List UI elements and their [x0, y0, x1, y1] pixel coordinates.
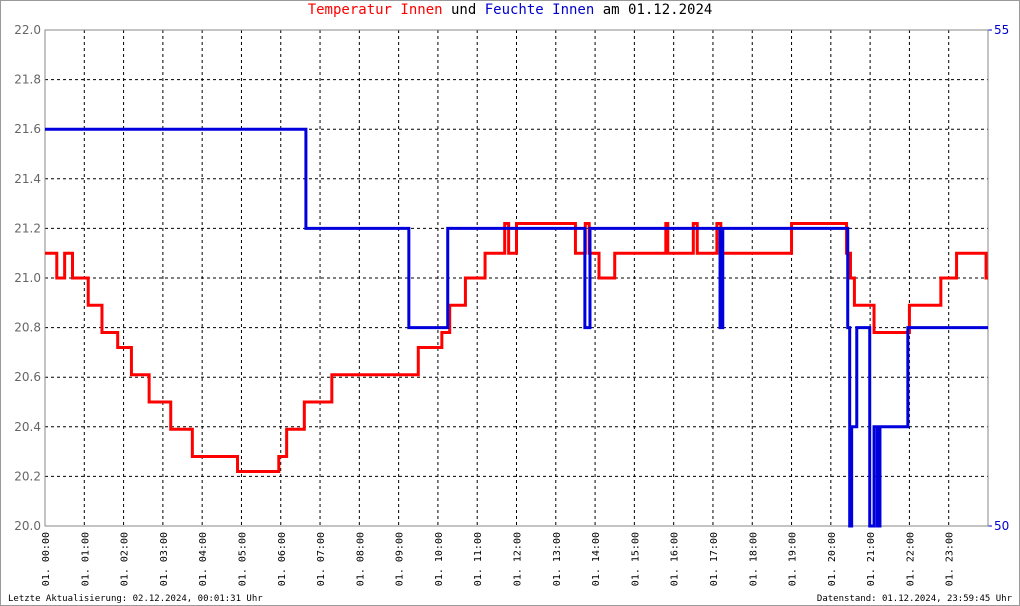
- x-tick-label: 01. 23:00: [945, 532, 956, 586]
- x-tick-label: 01. 21:00: [866, 532, 877, 586]
- y-tick-label: 20.4: [14, 420, 41, 434]
- x-tick-label: 01. 00:00: [41, 532, 52, 586]
- x-tick-label: 01. 10:00: [434, 532, 445, 586]
- y-tick-label: 20.2: [14, 469, 41, 483]
- y2-tick-label: 55: [994, 23, 1009, 37]
- y-tick-label: 21.8: [14, 73, 41, 87]
- x-tick-label: 01. 20:00: [827, 532, 838, 586]
- y2-tick-label: 50: [994, 519, 1009, 533]
- x-tick-label: 01. 03:00: [159, 532, 170, 586]
- y-tick-label: 22.0: [14, 23, 41, 37]
- y-tick-label: 20.6: [14, 370, 41, 384]
- x-tick-label: 01. 17:00: [709, 532, 720, 586]
- x-tick-label: 01. 15:00: [630, 532, 641, 586]
- x-tick-label: 01. 05:00: [237, 532, 248, 586]
- x-tick-label: 01. 13:00: [552, 532, 563, 586]
- x-tick-label: 01. 07:00: [316, 532, 327, 586]
- series-line: [45, 127, 988, 528]
- title-part: Temperatur Innen: [308, 2, 443, 18]
- x-tick-label: 01. 19:00: [788, 532, 799, 586]
- y-tick-label: 20.0: [14, 519, 41, 533]
- y-tick-label: 20.8: [14, 321, 41, 335]
- x-tick-label: 01. 12:00: [513, 532, 524, 586]
- x-tick-label: 01. 01:00: [80, 532, 91, 586]
- title-part: am 01.12.2024: [603, 2, 713, 18]
- y-tick-label: 21.4: [14, 172, 41, 186]
- x-tick-label: 01. 11:00: [473, 532, 484, 586]
- title-part: und: [451, 2, 476, 18]
- x-tick-label: 01. 08:00: [355, 532, 366, 586]
- footer-right: Datenstand: 01.12.2024, 23:59:45 Uhr: [817, 594, 1013, 604]
- footer-left: Letzte Aktualisierung: 02.12.2024, 00:01…: [8, 594, 263, 604]
- y-tick-label: 21.0: [14, 271, 41, 285]
- x-tick-label: 01. 14:00: [591, 532, 602, 586]
- x-tick-label: 01. 02:00: [120, 532, 131, 586]
- x-tick-label: 01. 22:00: [905, 532, 916, 586]
- x-tick-label: 01. 04:00: [198, 532, 209, 586]
- x-tick-label: 01. 09:00: [395, 532, 406, 586]
- chart-title: Temperatur Innen und Feuchte Innen am 01…: [308, 2, 713, 18]
- x-tick-label: 01. 06:00: [277, 532, 288, 586]
- x-tick-label: 01. 16:00: [670, 532, 681, 586]
- x-tick-label: 01. 18:00: [748, 532, 759, 586]
- y-tick-label: 21.6: [14, 122, 41, 136]
- y-tick-label: 21.2: [14, 221, 41, 235]
- title-part: Feuchte Innen: [485, 2, 595, 18]
